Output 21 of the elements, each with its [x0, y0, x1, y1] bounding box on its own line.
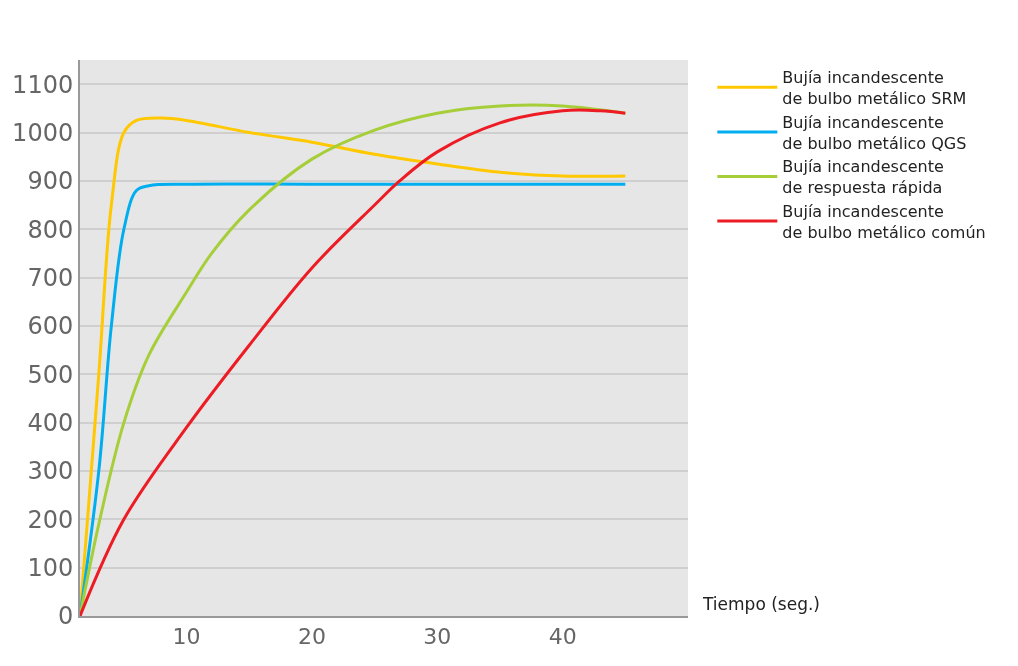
y-tick-label: 800: [27, 215, 74, 244]
legend-label: Bujía incandescente de bulbo metálico QGS: [782, 112, 967, 153]
y-tick-label: 700: [27, 263, 74, 292]
legend-label: Bujía incandescente de bulbo metálico SRM: [782, 68, 967, 108]
x-tick-label: 20: [297, 624, 326, 650]
legend-label: Bujía incandescente de respuesta rápida: [782, 157, 944, 198]
y-tick-label: 900: [27, 167, 74, 196]
y-tick-label: 400: [27, 409, 74, 438]
legend-label: Bujía incandescente de bulbo metálico común: [782, 201, 986, 242]
x-tick-label: 30: [423, 624, 452, 650]
y-tick-label: 0: [57, 602, 74, 631]
y-tick-label: 100: [27, 554, 74, 583]
y-tick-label: 300: [27, 457, 74, 486]
y-tick-label: 1000: [12, 118, 74, 147]
x-tick-label: 40: [548, 624, 577, 650]
y-tick-label: 500: [27, 360, 74, 389]
x-axis-title: Tiempo (seg.): [702, 594, 820, 614]
y-tick-label: 1100: [12, 70, 74, 99]
y-tick-label: 200: [27, 505, 74, 534]
x-tick-label: 10: [172, 624, 201, 650]
y-tick-label: 600: [27, 312, 74, 341]
